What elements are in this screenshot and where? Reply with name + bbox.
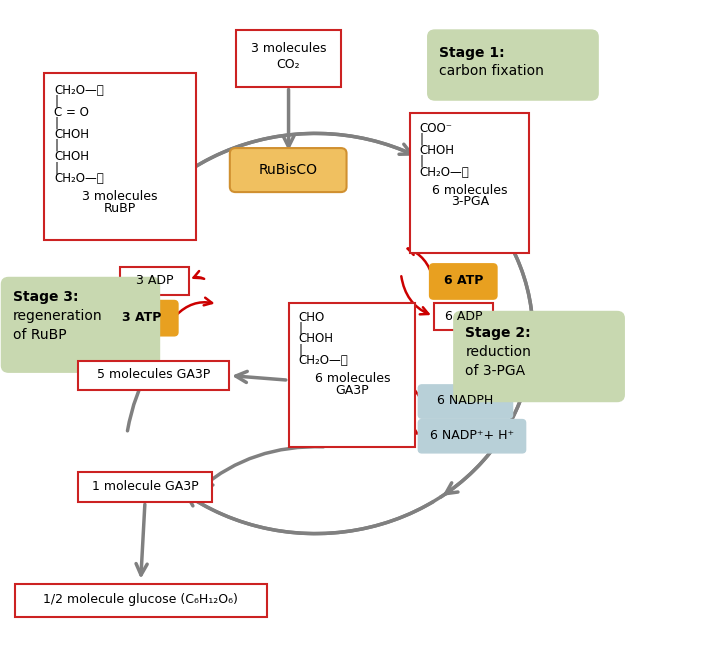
Text: regeneration: regeneration bbox=[13, 309, 103, 323]
Text: Stage 2:: Stage 2: bbox=[465, 327, 531, 340]
FancyBboxPatch shape bbox=[105, 301, 178, 336]
Text: 6 ATP: 6 ATP bbox=[444, 274, 483, 287]
Text: GA3P: GA3P bbox=[336, 384, 369, 397]
Text: 6 molecules: 6 molecules bbox=[315, 372, 390, 386]
Text: carbon fixation: carbon fixation bbox=[439, 65, 544, 78]
FancyBboxPatch shape bbox=[230, 148, 347, 192]
FancyBboxPatch shape bbox=[418, 385, 513, 418]
FancyBboxPatch shape bbox=[14, 584, 267, 617]
Text: |: | bbox=[54, 95, 59, 108]
FancyBboxPatch shape bbox=[410, 113, 529, 253]
Text: CH₂O—Ⓟ: CH₂O—Ⓟ bbox=[419, 165, 469, 179]
Text: 3 ATP: 3 ATP bbox=[122, 311, 161, 324]
Text: of RuBP: of RuBP bbox=[13, 328, 67, 342]
Text: 6 molecules: 6 molecules bbox=[432, 183, 507, 197]
FancyBboxPatch shape bbox=[120, 267, 188, 295]
Text: 1 molecule GA3P: 1 molecule GA3P bbox=[91, 480, 199, 493]
Text: CH₂O—Ⓟ: CH₂O—Ⓟ bbox=[54, 172, 104, 185]
Text: CO₂: CO₂ bbox=[277, 58, 300, 71]
Text: CHOH: CHOH bbox=[419, 143, 454, 157]
Text: |: | bbox=[54, 117, 59, 130]
Text: |: | bbox=[54, 161, 59, 175]
Text: CH₂O—Ⓟ: CH₂O—Ⓟ bbox=[299, 354, 349, 367]
Text: C = O: C = O bbox=[54, 105, 89, 119]
Text: |: | bbox=[299, 321, 303, 335]
Text: RuBP: RuBP bbox=[104, 201, 136, 215]
Text: |: | bbox=[54, 139, 59, 152]
Text: CH₂O—Ⓟ: CH₂O—Ⓟ bbox=[54, 83, 104, 97]
Text: CHOH: CHOH bbox=[54, 150, 89, 163]
FancyBboxPatch shape bbox=[418, 420, 526, 453]
Text: Stage 3:: Stage 3: bbox=[13, 290, 78, 303]
Text: CHOH: CHOH bbox=[299, 332, 334, 346]
Text: 6 ADP: 6 ADP bbox=[444, 309, 482, 323]
FancyBboxPatch shape bbox=[78, 361, 229, 390]
Text: 5 molecules GA3P: 5 molecules GA3P bbox=[97, 368, 210, 382]
Text: Stage 1:: Stage 1: bbox=[439, 47, 505, 60]
FancyBboxPatch shape bbox=[454, 311, 624, 402]
Text: |: | bbox=[419, 155, 423, 168]
Text: COO⁻: COO⁻ bbox=[419, 121, 452, 135]
Text: 3-PGA: 3-PGA bbox=[451, 195, 489, 208]
FancyBboxPatch shape bbox=[1, 277, 160, 372]
Text: CHO: CHO bbox=[299, 311, 325, 324]
Text: of 3-PGA: of 3-PGA bbox=[465, 364, 526, 378]
Text: reduction: reduction bbox=[465, 346, 531, 359]
FancyBboxPatch shape bbox=[430, 264, 497, 299]
FancyBboxPatch shape bbox=[434, 303, 493, 330]
FancyBboxPatch shape bbox=[44, 73, 196, 240]
FancyBboxPatch shape bbox=[78, 472, 212, 502]
Text: 6 NADPH: 6 NADPH bbox=[437, 394, 494, 408]
Text: |: | bbox=[419, 133, 423, 146]
Text: CHOH: CHOH bbox=[54, 127, 89, 141]
Text: RuBisCO: RuBisCO bbox=[259, 163, 318, 177]
Text: 3 molecules: 3 molecules bbox=[82, 190, 157, 203]
Text: 1/2 molecule glucose (C₆H₁₂O₆): 1/2 molecule glucose (C₆H₁₂O₆) bbox=[44, 593, 238, 606]
Text: 3 ADP: 3 ADP bbox=[136, 273, 173, 287]
FancyBboxPatch shape bbox=[428, 30, 598, 100]
Text: 3 molecules: 3 molecules bbox=[251, 41, 326, 55]
Text: |: | bbox=[299, 343, 303, 356]
FancyBboxPatch shape bbox=[236, 30, 341, 87]
FancyBboxPatch shape bbox=[289, 303, 415, 447]
Text: 6 NADP⁺+ H⁺: 6 NADP⁺+ H⁺ bbox=[430, 429, 514, 442]
